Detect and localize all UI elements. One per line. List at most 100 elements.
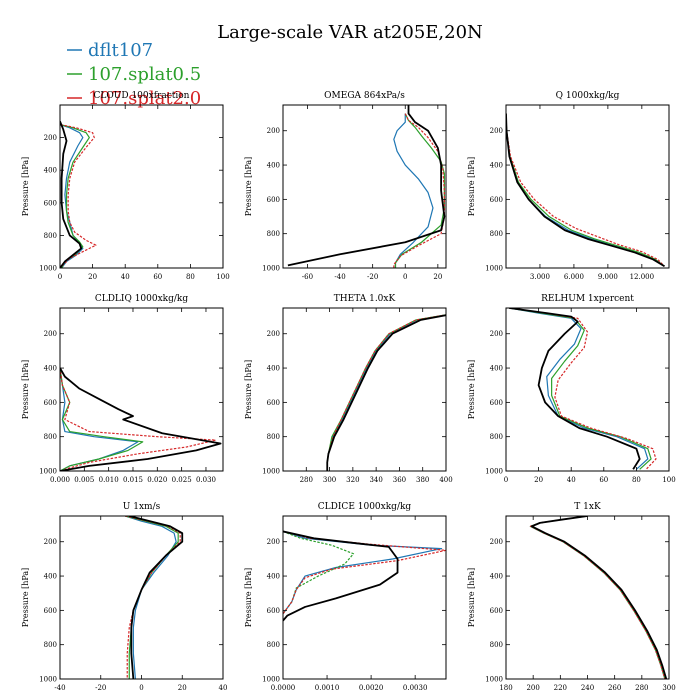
- panel-title: CLOUD 100xfraction: [94, 91, 190, 101]
- y-tick-label: 400: [490, 162, 503, 170]
- series-line-dflt107: [529, 516, 666, 679]
- y-tick-label: 400: [44, 365, 57, 373]
- y-tick-label: 800: [267, 641, 280, 649]
- x-tick-label: 40: [567, 476, 576, 484]
- series-group: [529, 516, 668, 679]
- x-tick-label: 6.000: [564, 273, 584, 281]
- x-tick-label: 0.010: [99, 476, 119, 484]
- plot-frame: [59, 515, 224, 680]
- x-tick-label: 60: [153, 273, 162, 281]
- x-tick-label: 80: [186, 273, 195, 281]
- panel-title: OMEGA 864xPa/s: [324, 91, 405, 101]
- plot-frame: [282, 104, 447, 269]
- x-tick-label: 80: [632, 476, 641, 484]
- y-tick-label: 800: [44, 232, 57, 240]
- y-tick-label: 1000: [39, 265, 57, 273]
- y-tick-label: 800: [490, 230, 503, 238]
- y-tick-label: 400: [44, 573, 57, 581]
- series-line-107-splat2-0: [60, 367, 217, 470]
- x-tick-label: 360: [393, 476, 406, 484]
- panel-title: CLDICE 1000xkg/kg: [318, 502, 412, 512]
- series-line-reference: [129, 516, 184, 679]
- legend-label: 107.splat0.5: [88, 64, 201, 85]
- series-line-dflt107: [393, 113, 434, 268]
- series-line-dflt107: [326, 314, 446, 471]
- y-axis-label: Pressure [hPa]: [21, 157, 30, 217]
- legend: dflt107 107.splat0.5 107.splat2.0: [67, 40, 201, 109]
- plot-frame: [282, 515, 447, 680]
- x-tick-label: 20: [433, 273, 442, 281]
- x-tick-label: 0.0030: [403, 684, 428, 692]
- panel: THETA 1.0xK Pressure [hPa] 200 400 600 800 100…: [244, 294, 453, 484]
- plot-frame: [59, 307, 224, 472]
- x-tick-label: 0: [403, 273, 407, 281]
- x-tick-label: -40: [334, 273, 345, 281]
- series-line-107-splat0-5: [529, 516, 666, 679]
- x-tick-label: 3.000: [530, 273, 550, 281]
- x-tick-label: 320: [346, 476, 359, 484]
- x-tick-label: 0.0000: [271, 684, 296, 692]
- y-tick-label: 200: [44, 134, 57, 142]
- series-line-dflt107: [509, 308, 649, 470]
- series-line-reference: [509, 308, 641, 470]
- x-tick-label: 340: [369, 476, 382, 484]
- x-tick-label: 20: [88, 273, 97, 281]
- series-line-reference: [60, 120, 83, 268]
- series-line-reference: [60, 367, 222, 471]
- x-tick-label: 400: [439, 476, 452, 484]
- x-tick-label: 260: [608, 684, 621, 692]
- y-axis-label: Pressure [hPa]: [21, 568, 30, 628]
- y-tick-label: 800: [44, 641, 57, 649]
- x-tick-label: 100: [662, 476, 675, 484]
- x-tick-label: 0.030: [196, 476, 216, 484]
- figure-title: Large-scale VAR at205E,20N: [217, 22, 483, 43]
- y-tick-label: 1000: [262, 468, 280, 476]
- panel: CLDLIQ 1000xkg/kg Pressure [hPa] 200 400 600…: [21, 294, 224, 484]
- x-tick-label: -20: [367, 273, 378, 281]
- x-tick-label: 0.005: [74, 476, 94, 484]
- series-line-107-splat2-0: [506, 113, 665, 267]
- y-tick-label: 200: [44, 538, 57, 546]
- series-group: [506, 113, 665, 268]
- panel-title: U 1xm/s: [123, 502, 161, 512]
- series-group: [326, 314, 446, 471]
- x-tick-label: 220: [554, 684, 567, 692]
- y-tick-label: 1000: [485, 468, 503, 476]
- y-tick-label: 200: [490, 127, 503, 135]
- series-line-107-splat2-0: [60, 121, 97, 268]
- series-line-107-splat0-5: [506, 113, 665, 267]
- x-tick-label: -60: [302, 273, 313, 281]
- x-tick-label: 300: [662, 684, 675, 692]
- series-group: [283, 530, 446, 622]
- y-tick-label: 400: [267, 573, 280, 581]
- x-tick-label: 300: [323, 476, 336, 484]
- y-tick-label: 800: [267, 433, 280, 441]
- panel-title: THETA 1.0xK: [334, 294, 396, 304]
- x-tick-label: 40: [121, 273, 130, 281]
- series-group: [60, 367, 222, 471]
- series-line-107-splat2-0: [393, 113, 445, 268]
- series-line-107-splat2-0: [326, 314, 446, 471]
- plot-frame: [282, 307, 447, 472]
- x-tick-label: 0.020: [147, 476, 167, 484]
- y-tick-label: 1000: [485, 676, 503, 684]
- y-axis-label: Pressure [hPa]: [244, 360, 253, 420]
- x-tick-label: 280: [635, 684, 648, 692]
- y-tick-label: 800: [490, 641, 503, 649]
- x-tick-label: 20: [534, 476, 543, 484]
- y-tick-label: 600: [44, 199, 57, 207]
- legend-label: dflt107: [88, 40, 153, 61]
- y-axis-label: Pressure [hPa]: [244, 568, 253, 628]
- series-line-107-splat2-0: [529, 516, 666, 679]
- series-line-107-splat0-5: [283, 530, 355, 615]
- y-tick-label: 600: [267, 196, 280, 204]
- panel-title: RELHUM 1xpercent: [541, 294, 634, 304]
- y-tick-label: 400: [490, 573, 503, 581]
- y-tick-label: 600: [44, 399, 57, 407]
- x-tick-label: -20: [95, 684, 106, 692]
- legend-entry: 107.splat2.0: [67, 88, 201, 109]
- y-tick-label: 400: [490, 365, 503, 373]
- series-line-dflt107: [60, 121, 84, 268]
